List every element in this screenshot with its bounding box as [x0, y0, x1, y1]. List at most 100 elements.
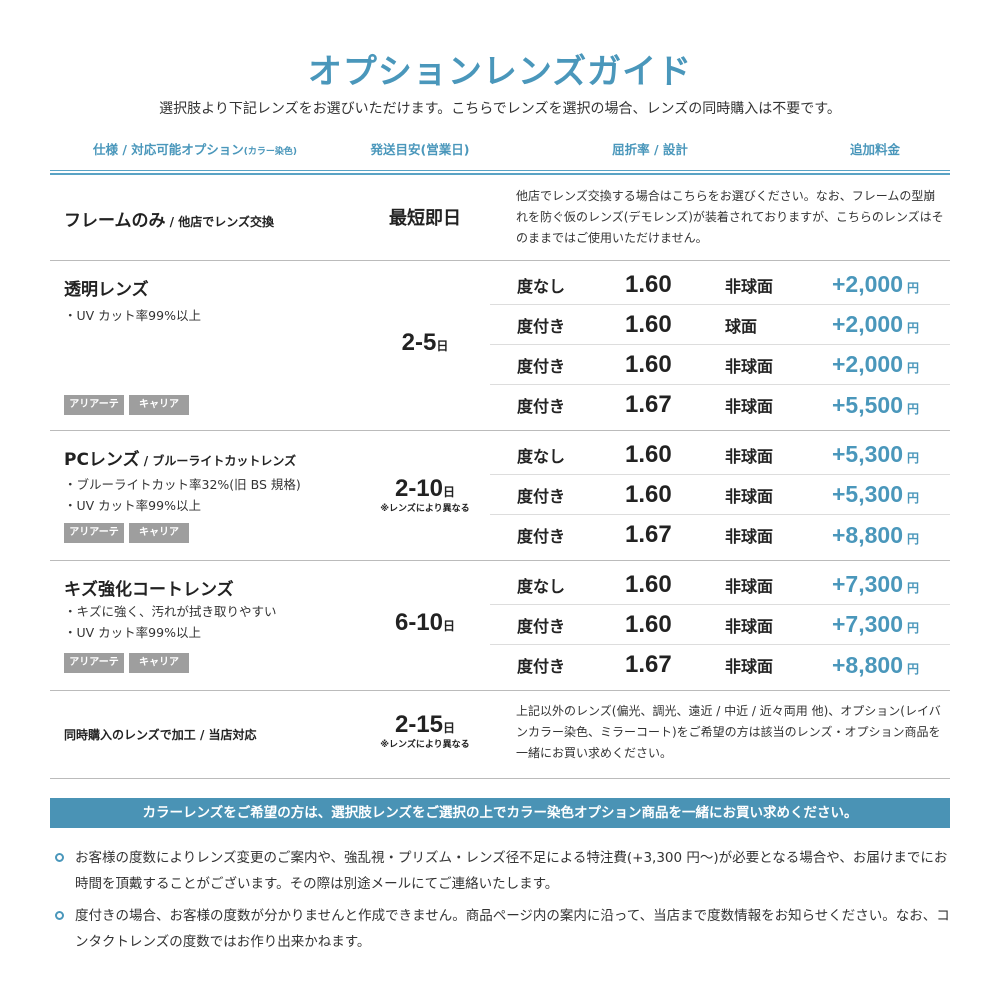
lens-option: 度付き 1.60 球面 +2,000 円	[490, 305, 950, 345]
feature-list: ・キズに強く、汚れが拭き取りやすい ・UV カット率99%以上	[64, 601, 277, 643]
lens-row: PCレンズ / ブルーライトカットレンズ・ブルーライトカット率32%(旧 BS …	[50, 431, 950, 561]
shipping: 2-15日 ※レンズにより異なる	[360, 711, 490, 750]
shipping-unit: 日	[443, 485, 456, 499]
lens-option: 度なし 1.60 非球面 +7,300 円	[490, 565, 950, 605]
feature-item: ・UV カット率99%以上	[64, 625, 201, 640]
lens-row: 同時購入のレンズで加工 / 当店対応 2-15日 ※レンズにより異なる 上記以外のレン…	[50, 691, 950, 779]
option-price: +5,500 円	[832, 392, 919, 419]
option-tag: キャリア	[129, 395, 189, 415]
row-frame-only: フレームのみ / 他店でレンズ交換 最短即日 他店でレンズ交換する場合はこちらを…	[50, 178, 950, 261]
feature-list: ・UV カット率99%以上	[64, 305, 201, 326]
option-price: +7,300 円	[832, 611, 919, 638]
option-tags: アリアーテ キャリア	[64, 523, 189, 543]
row-name-main: 透明レンズ	[64, 280, 149, 300]
option-type: 度なし	[517, 276, 566, 296]
option-price: +5,300 円	[832, 481, 919, 508]
color-lens-banner: カラーレンズをご希望の方は、選択肢レンズをご選択の上でカラー染色オプション商品を…	[50, 798, 950, 828]
option-design: 非球面	[725, 527, 774, 546]
option-tag: キャリア	[129, 653, 189, 673]
lens-option: 度付き 1.67 非球面 +8,800 円	[490, 515, 950, 555]
option-design: 非球面	[725, 576, 774, 596]
option-design: 非球面	[725, 616, 774, 636]
option-design: 非球面	[725, 486, 774, 506]
shipping-days: 2-5	[401, 329, 437, 356]
option-index: 1.67	[625, 391, 672, 418]
price-unit: 円	[907, 621, 920, 635]
price-value: +8,800	[832, 651, 903, 678]
row-name: 透明レンズ	[64, 275, 149, 300]
feature-item: ・ブルーライトカット率32%(旧 BS 規格)	[64, 477, 301, 492]
shipping-note: ※レンズにより異なる	[380, 740, 470, 750]
feature-item: ・キズに強く、汚れが拭き取りやすい	[64, 604, 277, 619]
row-name: キズ強化コートレンズ	[64, 575, 234, 600]
option-design: 非球面	[725, 397, 774, 416]
header-shipping: 発送目安(営業日)	[370, 142, 470, 157]
circle-bullet-icon	[55, 853, 64, 862]
lens-option: 度付き 1.60 非球面 +5,300 円	[490, 475, 950, 515]
shipping-unit: 日	[436, 339, 449, 353]
option-price: +2,000 円	[832, 271, 919, 298]
lens-option: 度付き 1.60 非球面 +2,000 円	[490, 345, 950, 385]
row-name: PCレンズ / ブルーライトカットレンズ	[64, 445, 296, 470]
row-name-main: フレームのみ	[64, 211, 166, 231]
price-value: +5,300	[832, 441, 903, 467]
row-name-sub: / 他店でレンズ交換	[165, 215, 274, 229]
option-type: 度付き	[517, 316, 566, 336]
option-type: 度付き	[517, 486, 566, 506]
shipping: 最短即日	[389, 208, 461, 229]
feature-list: ・ブルーライトカット率32%(旧 BS 規格) ・UV カット率99%以上	[64, 474, 301, 516]
option-design: 非球面	[725, 657, 774, 676]
option-type: 度付き	[517, 527, 566, 546]
feature-item: ・UV カット率99%以上	[64, 308, 201, 323]
row-name-main: キズ強化コートレンズ	[64, 580, 234, 600]
price-value: +2,000	[832, 271, 903, 297]
option-design: 非球面	[725, 276, 774, 296]
row-name: 同時購入のレンズで加工 / 当店対応	[64, 724, 257, 744]
price-unit: 円	[907, 321, 920, 335]
option-index: 1.60	[625, 350, 672, 378]
option-type: 度なし	[517, 446, 566, 466]
option-index: 1.60	[625, 440, 672, 468]
shipping-unit: 日	[443, 619, 456, 633]
row-name: フレームのみ / 他店でレンズ交換	[64, 206, 274, 231]
option-type: 度付き	[517, 356, 566, 376]
price-unit: 円	[907, 491, 920, 505]
price-value: +7,300	[832, 571, 903, 597]
option-design: 球面	[725, 316, 758, 336]
price-value: +7,300	[832, 611, 903, 637]
price-value: +2,000	[832, 351, 903, 377]
price-unit: 円	[907, 531, 920, 546]
option-index: 1.60	[625, 610, 672, 638]
note-text: 度付きの場合、お客様の度数が分かりませんと作成できません。商品ページ内の案内に沿…	[75, 908, 950, 950]
subtitle: 選択肢より下記レンズをお選びいただけます。こちらでレンズを選択の場合、レンズの同…	[159, 101, 841, 117]
option-index: 1.67	[625, 651, 672, 678]
price-unit: 円	[907, 581, 920, 595]
lens-option: 度付き 1.67 非球面 +5,500 円	[490, 385, 950, 425]
option-price: +8,800 円	[832, 522, 919, 549]
option-tag: キャリア	[129, 523, 189, 543]
header-spec: 仕様 / 対応可能オプション(カラー染色)	[60, 139, 330, 158]
note-item: 度付きの場合、お客様の度数が分かりませんと作成できません。商品ページ内の案内に沿…	[55, 903, 950, 955]
row-name-sub: / 当店対応	[195, 728, 257, 742]
circle-bullet-icon	[55, 911, 64, 920]
shipping-unit: 日	[443, 721, 456, 735]
option-index: 1.67	[625, 521, 672, 548]
option-type: 度付き	[517, 657, 566, 676]
price-unit: 円	[907, 361, 920, 375]
shipping: 2-5日	[360, 329, 490, 357]
price-value: +2,000	[832, 311, 903, 337]
lens-option: 度付き 1.60 非球面 +7,300 円	[490, 605, 950, 645]
note-item: お客様の度数によりレンズ変更のご案内や、強乱視・プリズム・レンズ径不足による特注…	[55, 845, 950, 897]
option-price: +8,800 円	[832, 652, 919, 679]
shipping: 6-10日	[360, 609, 490, 637]
option-price: +7,300 円	[832, 571, 919, 598]
option-index: 1.60	[625, 480, 672, 508]
option-tags: アリアーテ キャリア	[64, 653, 189, 673]
row-name-sub: / ブルーライトカットレンズ	[139, 454, 297, 468]
price-value: +5,300	[832, 481, 903, 507]
option-index: 1.60	[625, 270, 672, 298]
row-name-main: PCレンズ	[64, 450, 140, 470]
price-unit: 円	[907, 451, 920, 465]
option-index: 1.60	[625, 570, 672, 598]
lens-option: 度付き 1.67 非球面 +8,800 円	[490, 645, 950, 685]
